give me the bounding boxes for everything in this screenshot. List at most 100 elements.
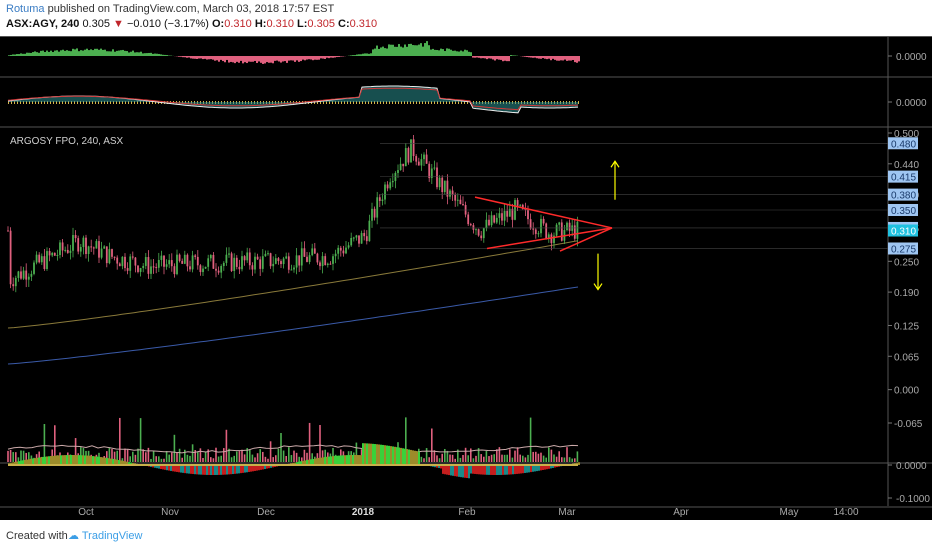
histogram-bar — [258, 56, 260, 62]
volume-bar — [464, 447, 467, 462]
osc-tick — [41, 101, 42, 104]
area-bar — [512, 465, 514, 475]
candle-body — [524, 208, 527, 210]
candle-body — [228, 253, 230, 255]
candle-body — [547, 234, 550, 239]
area-bar — [506, 465, 508, 475]
area-bar — [528, 465, 530, 473]
area-bar — [86, 455, 88, 465]
volume-bar — [324, 449, 326, 462]
volume-bar — [483, 456, 485, 462]
histogram-bar — [432, 48, 434, 56]
area-bar — [112, 458, 114, 465]
area-bar — [266, 465, 268, 469]
area-bar — [454, 465, 456, 477]
author-link[interactable]: Rotuma — [6, 3, 45, 15]
candle-body — [144, 257, 147, 266]
histogram-bar — [300, 56, 302, 62]
area-bar — [200, 465, 202, 475]
candle-body — [77, 238, 80, 252]
candle-body — [537, 233, 540, 235]
symbol-label[interactable]: ASX:AGY, 240 — [6, 18, 80, 30]
area-bar — [78, 455, 80, 465]
histogram-bar — [186, 56, 188, 58]
histogram-bar — [274, 56, 276, 61]
area-bar — [36, 457, 38, 465]
area-bar — [130, 462, 132, 465]
volume-bar — [301, 457, 303, 462]
area-bar — [362, 443, 364, 465]
area-bar — [180, 465, 182, 473]
volume-bar — [272, 457, 274, 462]
volume-bar — [568, 457, 571, 462]
histogram-bar — [38, 52, 40, 56]
osc-tick — [329, 101, 330, 104]
area-bar — [104, 457, 106, 465]
volume-bar — [212, 458, 215, 462]
histogram-bar — [224, 56, 226, 63]
area-bar — [350, 455, 352, 465]
area-bar — [40, 457, 42, 465]
candle-body — [488, 219, 490, 226]
volume-bar — [553, 454, 555, 462]
osc-tick — [443, 101, 444, 104]
volume-bar — [264, 456, 267, 462]
area-bar — [178, 465, 180, 473]
candle-body — [456, 199, 459, 201]
volume-bar — [173, 434, 176, 462]
osc-tick — [119, 101, 120, 104]
volume-bar — [277, 448, 280, 462]
area-bar — [402, 448, 404, 465]
candle-body — [342, 250, 345, 254]
histogram-bar — [562, 56, 564, 61]
histogram-bar — [202, 56, 204, 60]
candle-body — [207, 258, 210, 267]
histogram-bar — [28, 52, 30, 56]
area-bar — [486, 465, 488, 475]
volume-bar — [511, 457, 514, 462]
osc-tick — [104, 101, 105, 104]
histogram-bar — [312, 56, 314, 61]
histogram-bar — [78, 51, 80, 56]
candle-body — [428, 163, 431, 179]
volume-bar — [184, 449, 186, 462]
candle-body — [194, 255, 197, 257]
volume-bar — [181, 457, 183, 462]
area-bar — [158, 465, 160, 469]
area-bar — [300, 461, 302, 465]
tradingview-logo[interactable]: ☁ TradingView — [68, 530, 143, 542]
candle-body — [394, 172, 397, 181]
area-bar — [550, 465, 552, 469]
histogram-bar — [498, 56, 500, 60]
area-bar — [514, 465, 516, 475]
chart-svg[interactable]: Oct Nov Dec 2018 Feb Mar Apr May 14:00 0.500 0.440… — [0, 36, 932, 520]
histogram-bar — [60, 50, 62, 56]
histogram-bar — [316, 56, 318, 60]
histogram-bar — [366, 53, 368, 56]
area-bar — [370, 443, 372, 465]
histogram-bar — [134, 52, 136, 56]
histogram-bar — [530, 56, 532, 58]
area-bar — [334, 455, 336, 465]
histogram-bar — [422, 46, 424, 56]
osc-tick — [86, 101, 87, 104]
footer: Created with ☁ TradingView — [0, 520, 932, 550]
volume-bar — [563, 457, 566, 462]
histogram-bar — [370, 53, 372, 56]
volume-bar — [405, 417, 407, 462]
histogram-bar — [320, 56, 322, 59]
volume-bar — [524, 457, 527, 462]
chart-area[interactable]: Oct Nov Dec 2018 Feb Mar Apr May 14:00 0.500 0.440… — [0, 36, 932, 520]
volume-bar — [485, 451, 488, 462]
candle-body — [124, 256, 126, 269]
volume-bar — [80, 447, 82, 462]
area-bar — [378, 444, 380, 465]
volume-bar — [436, 455, 438, 462]
osc-tick — [452, 101, 453, 104]
histogram-bar — [372, 49, 374, 56]
osc-tick — [140, 101, 141, 104]
histogram-bar — [212, 56, 214, 60]
histogram-bar — [454, 50, 456, 56]
area-bar — [166, 465, 168, 471]
volume-bar — [176, 452, 178, 462]
